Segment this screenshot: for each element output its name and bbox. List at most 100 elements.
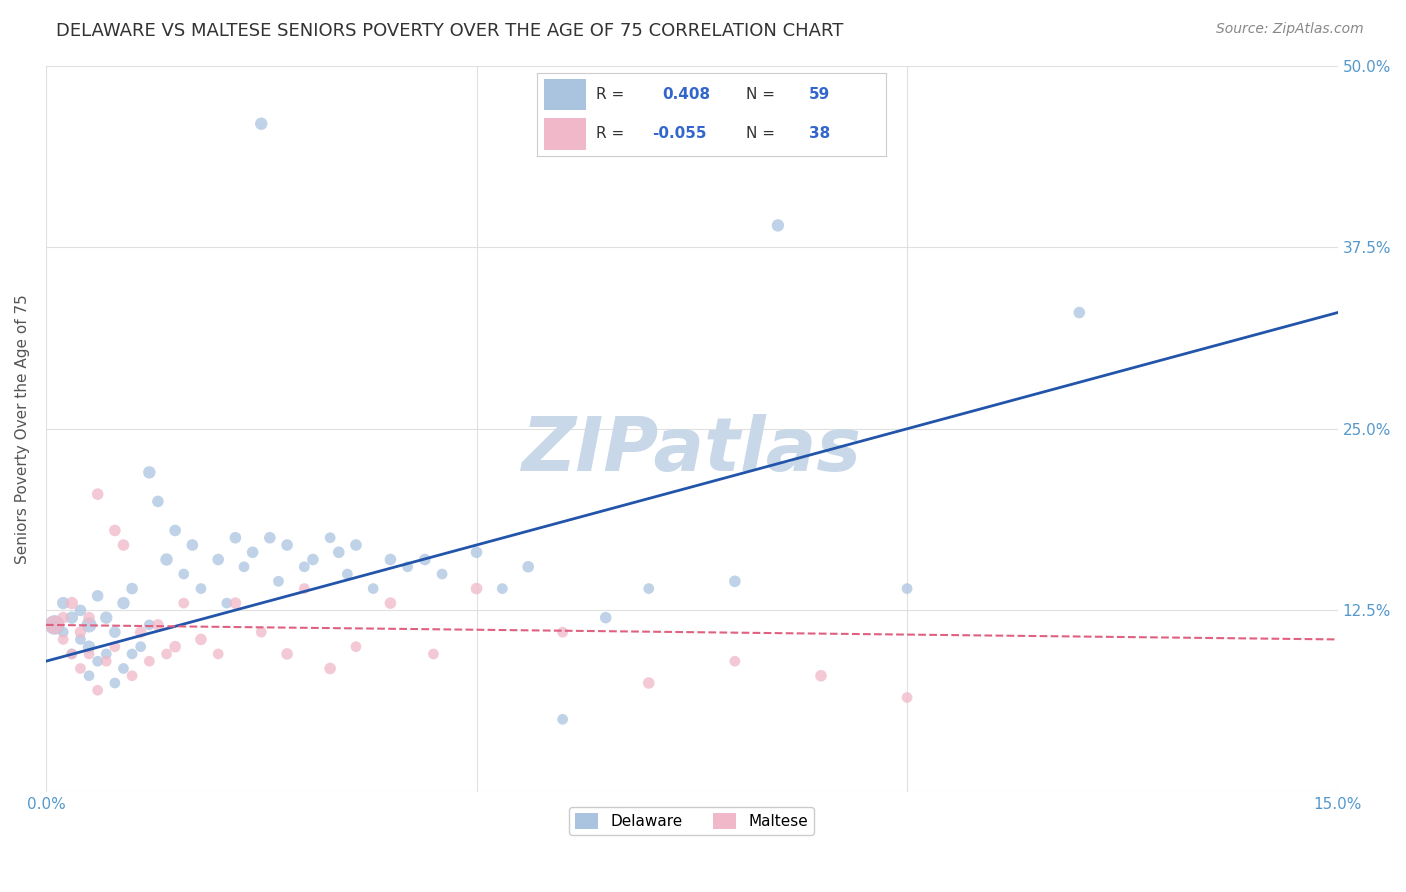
- Point: [637, 676, 659, 690]
- Point: [380, 596, 402, 610]
- Point: [336, 567, 359, 582]
- Point: [44, 618, 66, 632]
- Point: [465, 545, 488, 559]
- Y-axis label: Seniors Poverty Over the Age of 75: Seniors Poverty Over the Age of 75: [15, 293, 30, 564]
- Point: [173, 567, 195, 582]
- Point: [86, 654, 108, 668]
- Point: [250, 117, 273, 131]
- Point: [259, 531, 281, 545]
- Point: [250, 625, 273, 640]
- Point: [380, 552, 402, 566]
- Point: [155, 647, 177, 661]
- Point: [302, 552, 325, 566]
- Point: [292, 582, 315, 596]
- Point: [224, 596, 246, 610]
- Point: [242, 545, 264, 559]
- Point: [52, 632, 75, 647]
- Point: [69, 632, 91, 647]
- Point: [138, 466, 160, 480]
- Point: [396, 559, 419, 574]
- Point: [637, 582, 659, 596]
- Point: [96, 654, 118, 668]
- Point: [77, 618, 100, 632]
- Point: [77, 647, 100, 661]
- Point: [86, 683, 108, 698]
- Point: [276, 647, 298, 661]
- Point: [104, 640, 127, 654]
- Point: [96, 610, 118, 624]
- Point: [224, 531, 246, 545]
- Point: [491, 582, 513, 596]
- Point: [344, 640, 367, 654]
- Point: [276, 538, 298, 552]
- Point: [52, 625, 75, 640]
- Point: [129, 640, 152, 654]
- Point: [112, 661, 135, 675]
- Point: [319, 661, 342, 675]
- Point: [44, 618, 66, 632]
- Point: [52, 596, 75, 610]
- Point: [138, 618, 160, 632]
- Point: [595, 610, 617, 624]
- Point: [1069, 305, 1091, 319]
- Point: [551, 625, 574, 640]
- Point: [896, 690, 918, 705]
- Point: [60, 647, 83, 661]
- Point: [292, 559, 315, 574]
- Point: [430, 567, 453, 582]
- Point: [60, 596, 83, 610]
- Point: [112, 596, 135, 610]
- Point: [328, 545, 350, 559]
- Point: [121, 582, 143, 596]
- Point: [104, 625, 127, 640]
- Point: [190, 632, 212, 647]
- Point: [96, 647, 118, 661]
- Point: [344, 538, 367, 552]
- Point: [207, 552, 229, 566]
- Text: DELAWARE VS MALTESE SENIORS POVERTY OVER THE AGE OF 75 CORRELATION CHART: DELAWARE VS MALTESE SENIORS POVERTY OVER…: [56, 22, 844, 40]
- Point: [60, 610, 83, 624]
- Point: [77, 610, 100, 624]
- Point: [361, 582, 384, 596]
- Point: [267, 574, 290, 589]
- Point: [146, 494, 169, 508]
- Point: [121, 647, 143, 661]
- Point: [766, 219, 789, 233]
- Point: [104, 524, 127, 538]
- Point: [422, 647, 444, 661]
- Point: [173, 596, 195, 610]
- Point: [69, 661, 91, 675]
- Point: [215, 596, 238, 610]
- Point: [165, 524, 187, 538]
- Legend: Delaware, Maltese: Delaware, Maltese: [569, 807, 814, 835]
- Point: [60, 647, 83, 661]
- Point: [517, 559, 540, 574]
- Point: [138, 654, 160, 668]
- Point: [465, 582, 488, 596]
- Point: [77, 669, 100, 683]
- Point: [319, 531, 342, 545]
- Point: [810, 669, 832, 683]
- Point: [146, 618, 169, 632]
- Point: [112, 538, 135, 552]
- Point: [121, 669, 143, 683]
- Point: [190, 582, 212, 596]
- Point: [77, 640, 100, 654]
- Point: [155, 552, 177, 566]
- Point: [165, 640, 187, 654]
- Point: [69, 603, 91, 617]
- Point: [104, 676, 127, 690]
- Text: Source: ZipAtlas.com: Source: ZipAtlas.com: [1216, 22, 1364, 37]
- Point: [207, 647, 229, 661]
- Point: [86, 487, 108, 501]
- Point: [233, 559, 256, 574]
- Point: [69, 625, 91, 640]
- Point: [413, 552, 436, 566]
- Point: [896, 582, 918, 596]
- Text: ZIPatlas: ZIPatlas: [522, 414, 862, 487]
- Point: [181, 538, 204, 552]
- Point: [724, 654, 747, 668]
- Point: [52, 610, 75, 624]
- Point: [86, 589, 108, 603]
- Point: [551, 712, 574, 726]
